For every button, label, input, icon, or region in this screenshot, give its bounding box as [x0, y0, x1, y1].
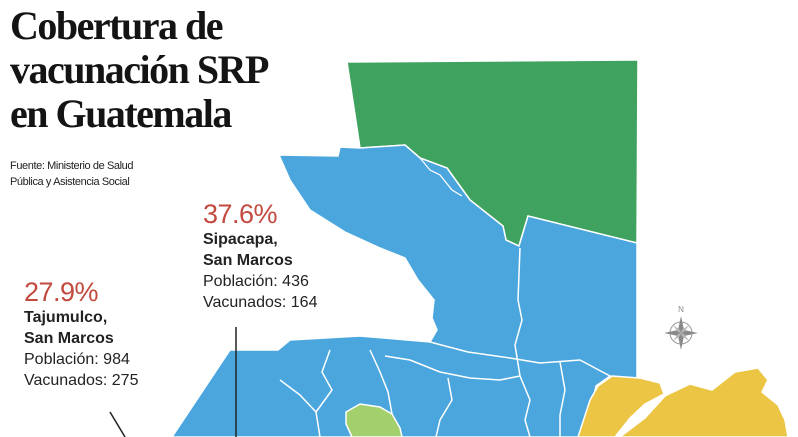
region-yellow-departments: [577, 375, 665, 437]
callout-percent: 27.9%: [24, 277, 99, 307]
peten-border-detail: [419, 157, 463, 197]
callout-population: Población: 436: [203, 273, 309, 290]
compass-rose-icon: [664, 316, 698, 350]
callout-place-line-1: Sipacapa,: [203, 231, 278, 248]
region-light-green-department: [345, 403, 403, 437]
page-title: Cobertura de vacunación SRP en Guatemala: [10, 3, 269, 136]
leader-line-tajumulco: [109, 411, 126, 437]
title-line-3: en Guatemala: [10, 91, 232, 136]
source-note: Fuente: Ministerio de Salud Pública y As…: [10, 158, 134, 190]
callout-sipacapa: 37.6% Sipacapa, San Marcos Población: 43…: [203, 199, 317, 313]
region-blue-departments: [171, 144, 638, 437]
department-borders: [279, 247, 611, 437]
callout-percent: 37.6%: [203, 199, 278, 229]
callout-place-line-2: San Marcos: [203, 252, 293, 269]
callout-vaccinated: Vacunados: 164: [203, 294, 318, 311]
compass-north-label: N: [678, 305, 684, 314]
title-line-2: vacunación SRP: [10, 47, 269, 92]
callout-tajumulco: 27.9% Tajumulco, San Marcos Población: 9…: [24, 277, 138, 391]
callout-place-line-1: Tajumulco,: [24, 309, 108, 326]
title-line-1: Cobertura de: [10, 3, 223, 48]
callout-population: Población: 984: [24, 351, 130, 368]
callout-place-line-2: San Marcos: [24, 330, 114, 347]
source-line-2: Pública y Asistencia Social: [10, 176, 130, 188]
source-line-1: Fuente: Ministerio de Salud: [10, 160, 134, 172]
callout-vaccinated: Vacunados: 275: [24, 372, 139, 389]
region-izabal: [618, 367, 789, 437]
